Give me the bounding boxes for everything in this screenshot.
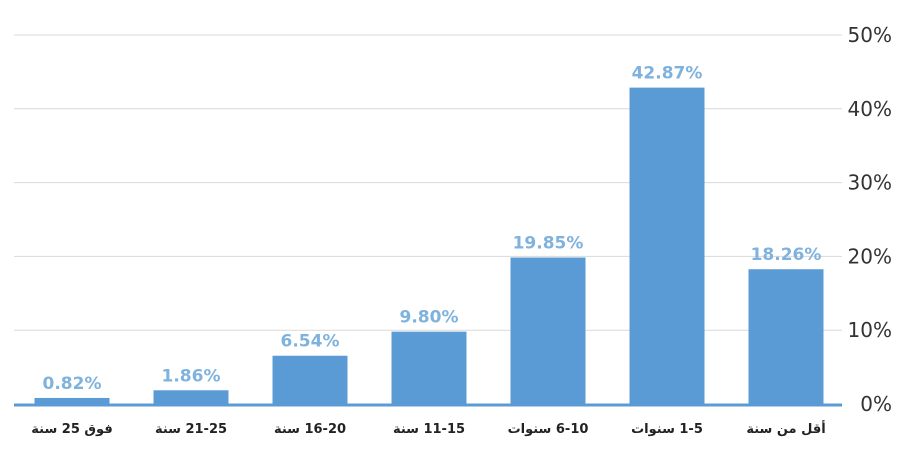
x-tick-label: فوق 25 سنة bbox=[31, 422, 112, 437]
data-label: 18.26% bbox=[751, 245, 822, 265]
x-tick-label: 6-10 سنوات bbox=[508, 422, 589, 437]
x-tick-label: 11-15 سنة bbox=[393, 422, 465, 437]
gridlines bbox=[14, 34, 842, 331]
data-label: 9.80% bbox=[400, 308, 459, 328]
y-tick-label: 20% bbox=[848, 244, 892, 268]
y-axis-ticks: 0% 10% 20% 30% 40% 50% bbox=[848, 23, 892, 416]
bar bbox=[391, 331, 467, 404]
y-tick-label: 10% bbox=[848, 318, 892, 342]
y-tick-label: 30% bbox=[848, 171, 892, 195]
data-label: 0.82% bbox=[43, 374, 102, 394]
bar bbox=[629, 87, 705, 405]
x-tick-label: 21-25 سنة bbox=[155, 422, 227, 437]
x-axis-ticks: أقل من سنة 1-5 سنوات 6-10 سنوات 11-15 سنة 16… bbox=[31, 420, 825, 437]
y-tick-label: 40% bbox=[848, 97, 892, 121]
data-labels: 18.26% 42.87% 19.85% 9.80% 6.54% 1.86% 0.82% bbox=[43, 64, 822, 394]
x-tick-label: 16-20 سنة bbox=[274, 422, 346, 437]
x-tick-label: أقل من سنة bbox=[746, 420, 825, 437]
bar bbox=[153, 390, 229, 404]
bars bbox=[34, 87, 824, 405]
bar bbox=[510, 257, 586, 404]
data-label: 42.87% bbox=[632, 64, 703, 84]
data-label: 19.85% bbox=[513, 234, 584, 254]
bar bbox=[272, 355, 348, 404]
bar bbox=[748, 269, 824, 404]
y-tick-label: 50% bbox=[848, 23, 892, 47]
bar bbox=[34, 397, 110, 404]
data-label: 1.86% bbox=[162, 366, 221, 386]
x-tick-label: 1-5 سنوات bbox=[631, 422, 703, 437]
data-label: 6.54% bbox=[281, 332, 340, 352]
y-tick-label: 0% bbox=[860, 392, 892, 416]
